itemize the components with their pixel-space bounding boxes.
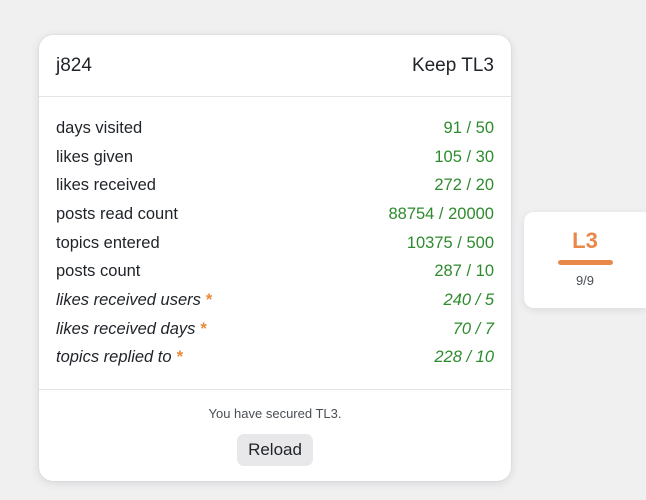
stat-label-text: topics replied to [56,348,172,367]
stat-row-days-visited: days visited 91 / 50 [56,114,494,143]
level-label: L3 [572,228,598,253]
level-progress-text: 9/9 [575,273,595,288]
status-message: You have secured TL3. [208,406,342,421]
reload-button[interactable]: Reload [237,434,313,466]
stat-row-topics-entered: topics entered 10375 / 500 [56,229,494,258]
card-footer: You have secured TL3. Reload [39,390,511,466]
stat-row-likes-received-days: likes received days * 70 / 7 [56,315,494,344]
stat-value: 228 / 10 [434,348,494,367]
required-star-icon: * [176,348,183,367]
username: j824 [56,54,92,76]
stat-value: 287 / 10 [434,262,494,281]
stat-label: likes received days * [56,320,207,339]
level-progress-bar [557,260,613,265]
stat-row-posts-read-count: posts read count 88754 / 20000 [56,200,494,229]
required-star-icon: * [205,290,213,309]
stat-label: posts count [56,262,141,281]
stat-value: 91 / 50 [443,118,494,137]
stat-value: 70 / 7 [452,319,494,338]
stat-label: likes received users * [56,291,212,310]
stat-value: 105 / 30 [434,147,494,166]
stats-list: days visited 91 / 50 likes given 105 / 3… [39,97,511,390]
stat-label: topics entered [56,233,160,252]
stat-value: 88754 / 20000 [388,204,494,223]
level-progress-fill [557,260,613,265]
stat-label: likes given [56,147,134,166]
stat-label: likes received [56,176,156,195]
goal-label: Keep TL3 [411,54,494,76]
stat-value: 10375 / 500 [406,233,494,252]
stat-label: days visited [56,118,143,137]
stat-value: 240 / 5 [443,290,494,309]
stat-row-posts-count: posts count 287 / 10 [56,257,494,286]
stat-label-text: likes received days [56,319,196,338]
required-star-icon: * [200,319,207,338]
stat-label: posts read count [56,204,178,223]
stat-row-likes-received-users: likes received users * 240 / 5 [56,286,494,315]
stat-value: 272 / 20 [434,176,494,195]
stat-row-likes-received: likes received 272 / 20 [56,171,494,200]
stat-label: topics replied to * [56,348,183,367]
stat-row-likes-given: likes given 105 / 30 [56,143,494,172]
stat-row-topics-replied-to: topics replied to * 228 / 10 [56,344,494,373]
card-header: j824 Keep TL3 [39,35,511,97]
trust-level-badge[interactable]: L3 9/9 [524,212,646,308]
stat-label-text: likes received users [56,290,201,309]
trust-level-card: j824 Keep TL3 days visited 91 / 50 likes… [39,35,511,481]
